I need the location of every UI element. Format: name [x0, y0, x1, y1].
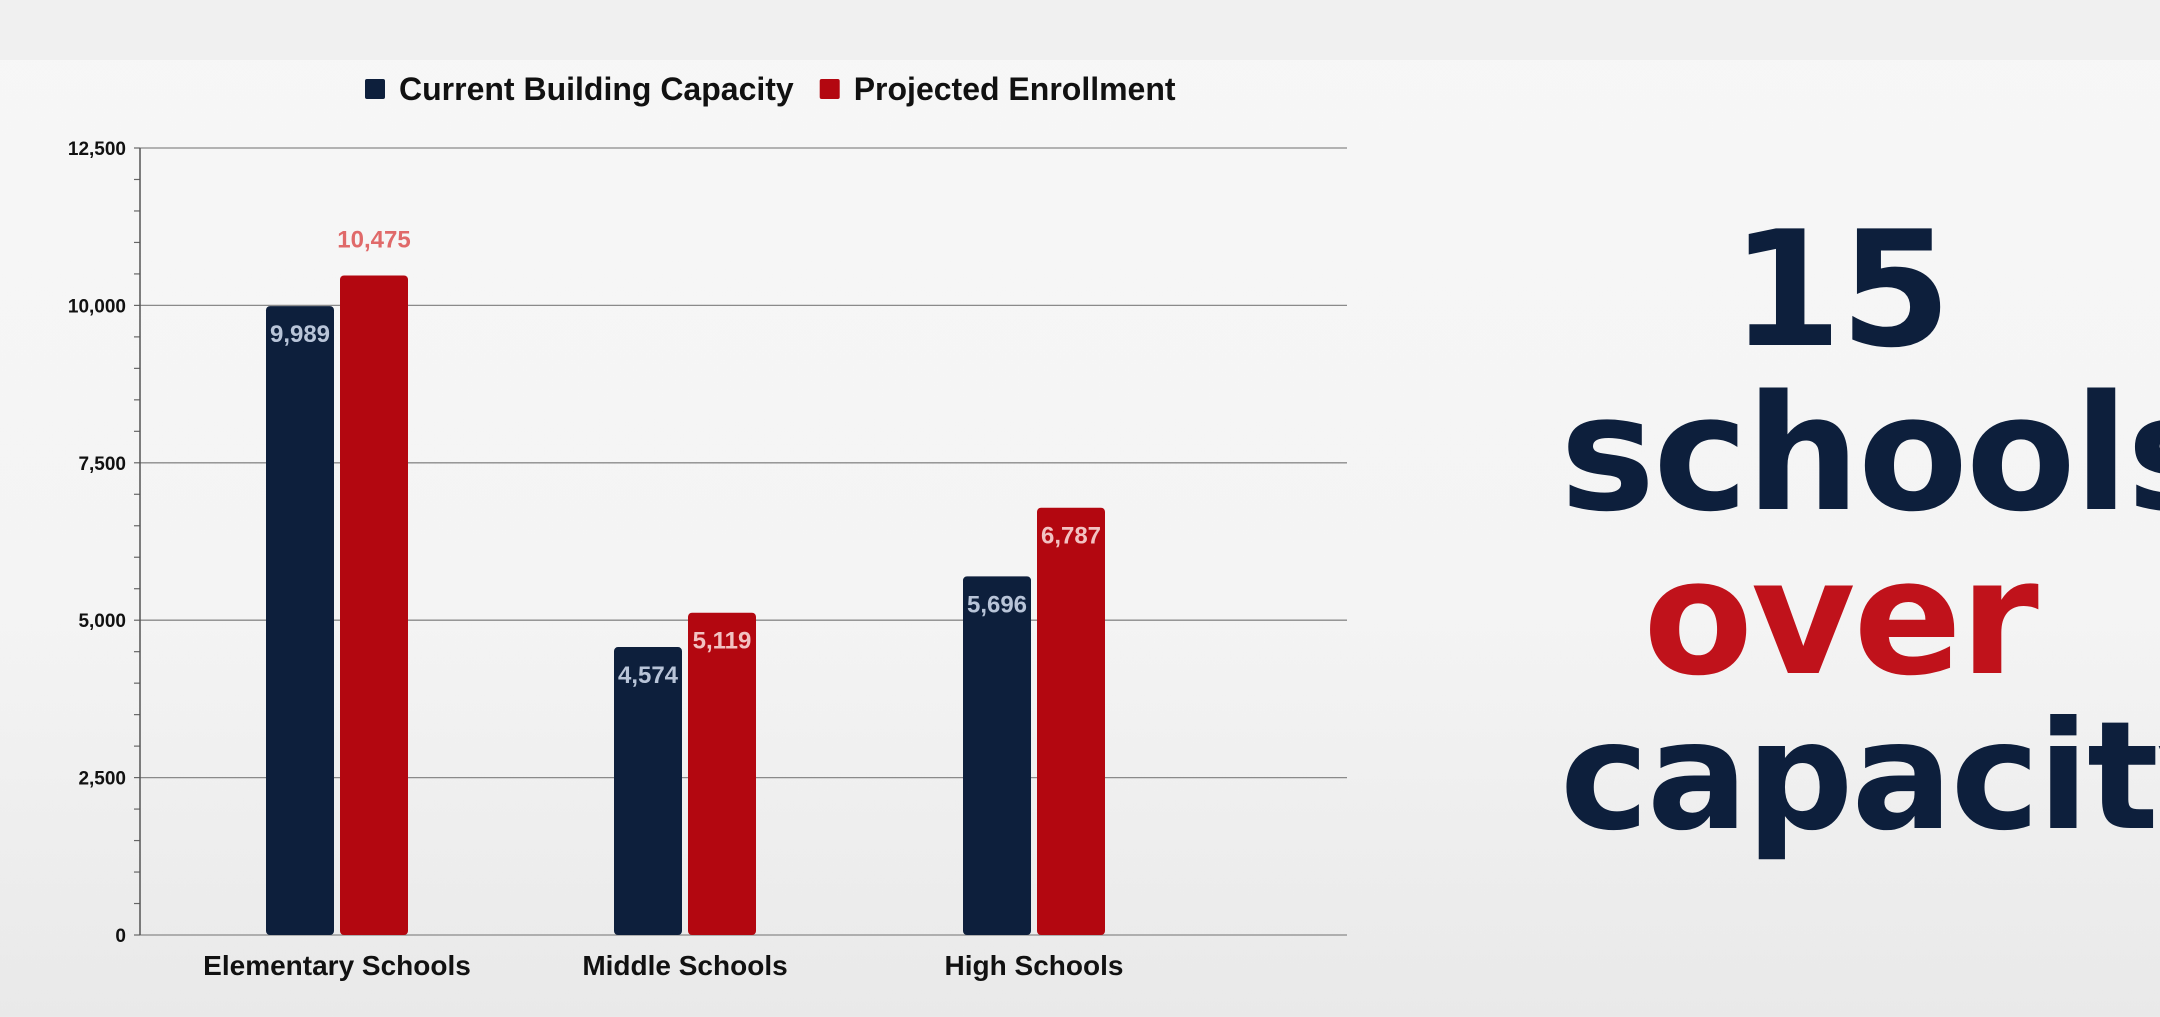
top-band	[0, 0, 2160, 60]
headline-word-capacity: capacity	[1560, 690, 2160, 864]
category-labels: Elementary Schools Middle Schools High Sch…	[203, 950, 1123, 981]
data-label: 9,989	[270, 321, 330, 348]
y-tick-label: 0	[115, 926, 126, 947]
data-labels: 9,989 10,475 4,574 5,119 5,696 6,787	[270, 226, 1101, 689]
headline-word-schools: schools	[1560, 360, 2160, 547]
bar-chart: 0 2,500 5,000 7,500 10,000 12,500 9,989 10,475…	[68, 71, 1347, 981]
bar-capacity	[266, 306, 334, 936]
y-tick-label: 2,500	[78, 769, 126, 790]
y-tick-label: 5,000	[78, 611, 126, 632]
x-category-label: Middle Schools	[582, 950, 787, 981]
y-axis: 0 2,500 5,000 7,500 10,000 12,500	[68, 139, 141, 947]
bars	[266, 275, 1105, 936]
data-label: 5,696	[967, 591, 1027, 618]
bar-enrollment	[340, 275, 408, 935]
legend-swatch-capacity	[365, 79, 385, 99]
headline-number: 15	[1730, 196, 1952, 383]
bar-enrollment	[1037, 507, 1105, 935]
headline-word-over: over	[1643, 524, 2039, 711]
headline: 15 schools over capacity	[1560, 196, 2160, 864]
data-label: 4,574	[618, 662, 679, 689]
data-label: 10,475	[337, 226, 410, 253]
legend-label-enrollment: Projected Enrollment	[854, 71, 1176, 107]
bar-enrollment	[688, 612, 756, 935]
y-tick-label: 7,500	[78, 454, 126, 475]
bar-capacity	[963, 576, 1031, 935]
legend: Current Building Capacity Projected Enrol…	[365, 71, 1176, 107]
legend-label-capacity: Current Building Capacity	[399, 71, 794, 107]
x-category-label: High Schools	[945, 950, 1124, 981]
data-label: 5,119	[693, 628, 752, 655]
y-tick-label: 12,500	[68, 139, 126, 160]
legend-swatch-enrollment	[819, 79, 840, 99]
bar-capacity	[614, 647, 682, 935]
y-tick-label: 10,000	[68, 296, 126, 317]
x-category-label: Elementary Schools	[203, 950, 471, 981]
data-label: 6,787	[1041, 523, 1101, 550]
